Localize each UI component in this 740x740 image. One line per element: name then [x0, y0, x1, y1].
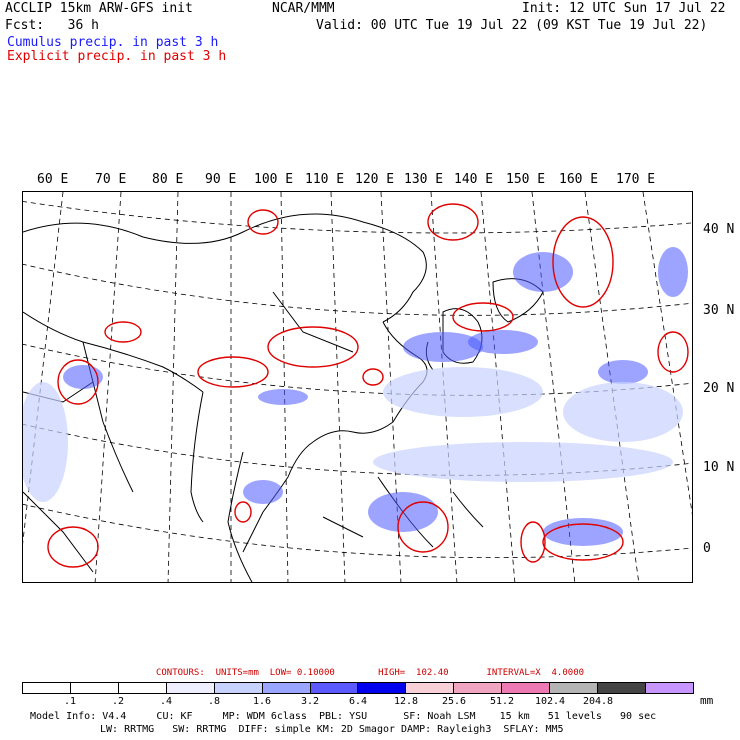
cumulus-legend: Cumulus precip. in past 3 h: [7, 35, 219, 50]
lat-label: 40 N: [703, 222, 735, 237]
colorbar-segment: [214, 683, 263, 693]
lon-label: 150 E: [506, 172, 546, 187]
lon-label: 170 E: [616, 172, 656, 187]
lon-label: 70 E: [95, 172, 127, 187]
colorbar-tick-label: 12.8: [393, 696, 419, 707]
light-precip: [23, 367, 683, 502]
colorbar-segment: [358, 683, 407, 693]
lon-label: 130 E: [404, 172, 444, 187]
colorbar-units: mm: [700, 694, 714, 707]
lat-label: 30 N: [703, 303, 735, 318]
colorbar-tick-label: 6.4: [348, 696, 368, 707]
cumulus-precip: [63, 247, 688, 546]
lon-label: 100 E: [254, 172, 294, 187]
colorbar-segment: [550, 683, 599, 693]
lon-label: 90 E: [205, 172, 237, 187]
map-canvas: [23, 192, 692, 582]
lon-label: 60 E: [37, 172, 69, 187]
lon-label: 80 E: [152, 172, 184, 187]
model-title: ACCLIP 15km ARW-GFS init: [5, 1, 193, 16]
colorbar-tick-label: 51.2: [489, 696, 515, 707]
forecast-hour: Fcst: 36 h: [5, 18, 99, 33]
colorbar-tick-label: 3.2: [300, 696, 320, 707]
init-time: Init: 12 UTC Sun 17 Jul 22: [522, 1, 726, 16]
lon-label: 160 E: [559, 172, 599, 187]
colorbar-tick-label: .1: [63, 696, 77, 707]
colorbar-segment: [262, 683, 311, 693]
colorbar-tick-label: 204.8: [582, 696, 614, 707]
lon-label: 110 E: [305, 172, 345, 187]
colorbar-segment: [406, 683, 455, 693]
colorbar-tick-label: 102.4: [534, 696, 566, 707]
colorbar-segment: [118, 683, 167, 693]
colorbar-tick-label: 1.6: [252, 696, 272, 707]
colorbar-tick-label: .8: [207, 696, 221, 707]
lat-label: 10 N: [703, 460, 735, 475]
center-label: NCAR/MMM: [272, 1, 335, 16]
colorbar-tick-label: .2: [111, 696, 125, 707]
lat-label: 20 N: [703, 381, 735, 396]
valid-time: Valid: 00 UTC Tue 19 Jul 22 (09 KST Tue …: [316, 18, 708, 33]
explicit-legend: Explicit precip. in past 3 h: [7, 49, 227, 64]
colorbar-segment: [502, 683, 551, 693]
coastlines: [23, 213, 544, 582]
colorbar-segment: [454, 683, 503, 693]
lat-label: 0: [703, 541, 711, 556]
explicit-precip: [47, 203, 689, 568]
colorbar-tick-label: .4: [159, 696, 173, 707]
colorbar-segment: [310, 683, 359, 693]
contour-info: CONTOURS: UNITS=mm LOW= 0.10000 HIGH= 10…: [155, 668, 585, 678]
lon-label: 140 E: [454, 172, 494, 187]
colorbar-tick-label: 25.6: [441, 696, 467, 707]
colorbar-segment: [70, 683, 119, 693]
lon-label: 120 E: [355, 172, 395, 187]
model-info-line2: LW: RRTMG SW: RRTMG DIFF: simple KM: 2D …: [100, 724, 564, 735]
colorbar-segment: [645, 683, 693, 693]
colorbar-segment: [166, 683, 215, 693]
model-info-line1: Model Info: V4.4 CU: KF MP: WDM 6class P…: [30, 711, 657, 722]
colorbar-segment: [598, 683, 646, 693]
precip-map[interactable]: [22, 191, 693, 583]
colorbar-segment: [23, 683, 71, 693]
colorbar: [22, 682, 694, 694]
